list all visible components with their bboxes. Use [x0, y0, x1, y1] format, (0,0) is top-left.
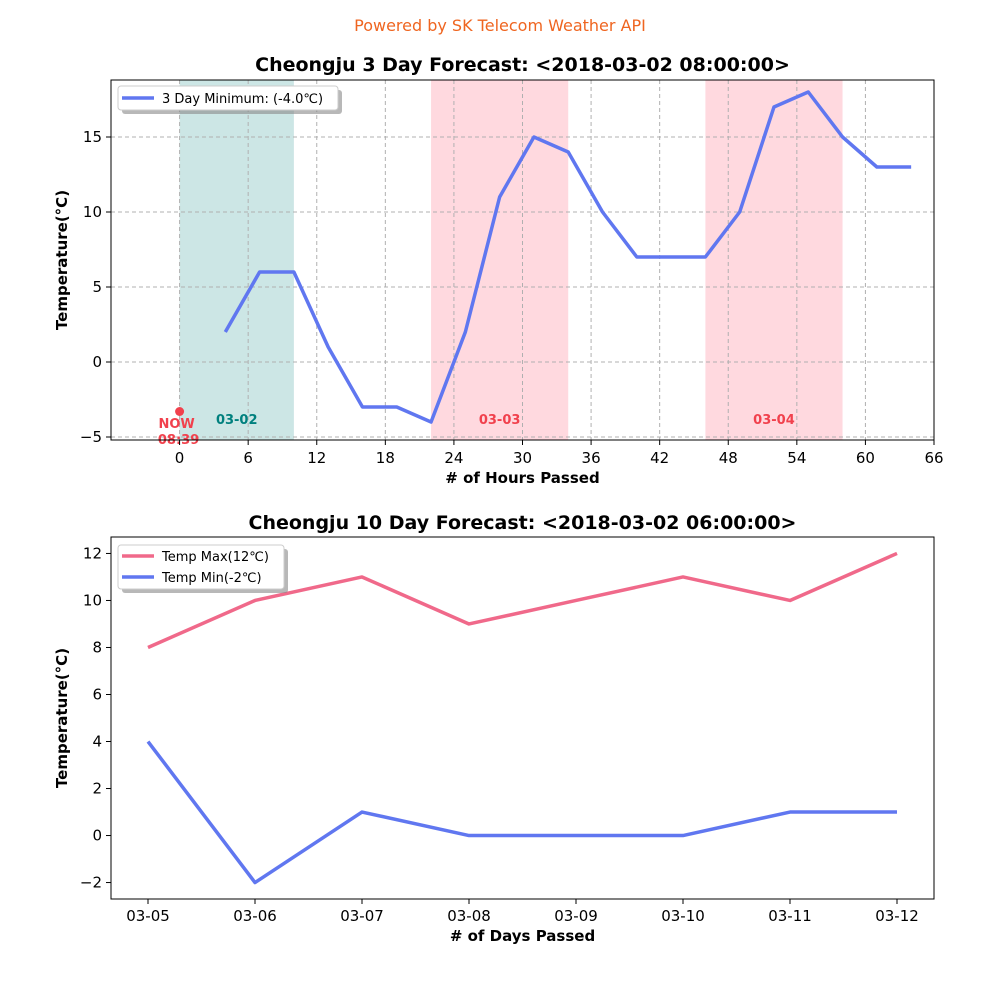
x-tick-label: 42: [650, 449, 669, 467]
chart-title: Cheongju 10 Day Forecast: <2018-03-02 06…: [249, 512, 797, 534]
legend-label-min: Temp Min(-2℃): [161, 571, 262, 586]
y-tick-label: 5: [92, 278, 102, 296]
x-tick-label: 48: [719, 449, 738, 467]
x-tick-label: 03-05: [126, 907, 170, 925]
day-band-03-04: [705, 80, 843, 440]
legend-box: [117, 85, 339, 111]
day-band-03-02: [179, 80, 294, 440]
y-tick-label: 10: [83, 591, 102, 609]
day-band-03-03: [431, 80, 569, 440]
x-tick-label: 03-09: [554, 907, 598, 925]
day-label-03-02: 03-02: [216, 413, 258, 428]
x-tick-label: 60: [856, 449, 875, 467]
y-tick-label: 2: [92, 780, 102, 798]
y-tick-label: 8: [92, 638, 102, 656]
x-tick-label: 03-10: [661, 907, 705, 925]
x-tick-label: 36: [582, 449, 601, 467]
y-tick-label: 15: [83, 128, 102, 146]
y-tick-label: 12: [83, 544, 102, 562]
api-credit: Powered by SK Telecom Weather API: [354, 16, 646, 35]
series-line-max-temp: [147, 551, 898, 650]
x-tick-label: 03-06: [233, 907, 277, 925]
y-tick-label: 10: [83, 203, 102, 221]
x-tick-label: 24: [444, 449, 463, 467]
x-tick-label: 03-08: [447, 907, 491, 925]
y-axis-label: Temperature(°C): [53, 648, 71, 788]
x-tick-label: 54: [787, 449, 806, 467]
y-tick-label: 4: [92, 733, 102, 751]
x-tick-label: 6: [243, 449, 253, 467]
y-tick-label: 6: [92, 685, 102, 703]
day-label-03-03: 03-03: [479, 413, 521, 428]
x-tick-label: 18: [376, 449, 395, 467]
y-tick-label: 0: [92, 353, 102, 371]
legend: 3 Day Minimum: (-4.0℃): [117, 85, 342, 114]
legend: Temp Max(12℃) Temp Min(-2℃): [117, 544, 288, 593]
y-axis-label: Temperature(°C): [53, 190, 71, 330]
x-tick-label: 03-11: [768, 907, 812, 925]
y-tick-label: −2: [80, 874, 102, 892]
chart-title: Cheongju 3 Day Forecast: <2018-03-02 08:…: [255, 54, 790, 76]
x-axis-label: # of Hours Passed: [445, 469, 599, 487]
ten-day-forecast-chart: 03-05 03-06 03-07 03-08 03-09 03-10 03-11 03-12…: [53, 512, 935, 945]
legend-label-min: 3 Day Minimum: (-4.0℃): [162, 92, 323, 107]
x-tick-label: 0: [175, 449, 185, 467]
x-axis-label: # of Days Passed: [450, 927, 595, 945]
now-label: NOW: [158, 417, 194, 432]
plot-frame: [110, 536, 935, 900]
y-tick-label: −5: [80, 428, 102, 446]
legend-box: [117, 544, 285, 590]
y-tick-label: 0: [92, 827, 102, 845]
day-label-03-04: 03-04: [753, 413, 795, 428]
x-tick-label: 03-07: [340, 907, 384, 925]
x-tick-label: 03-12: [875, 907, 919, 925]
x-tick-label: 12: [307, 449, 326, 467]
legend-label-max: Temp Max(12℃): [161, 550, 269, 565]
x-tick-label: 30: [513, 449, 532, 467]
now-marker-dot: [175, 407, 185, 416]
x-tick-label: 66: [924, 449, 943, 467]
series-line-min-temp: [146, 740, 897, 885]
